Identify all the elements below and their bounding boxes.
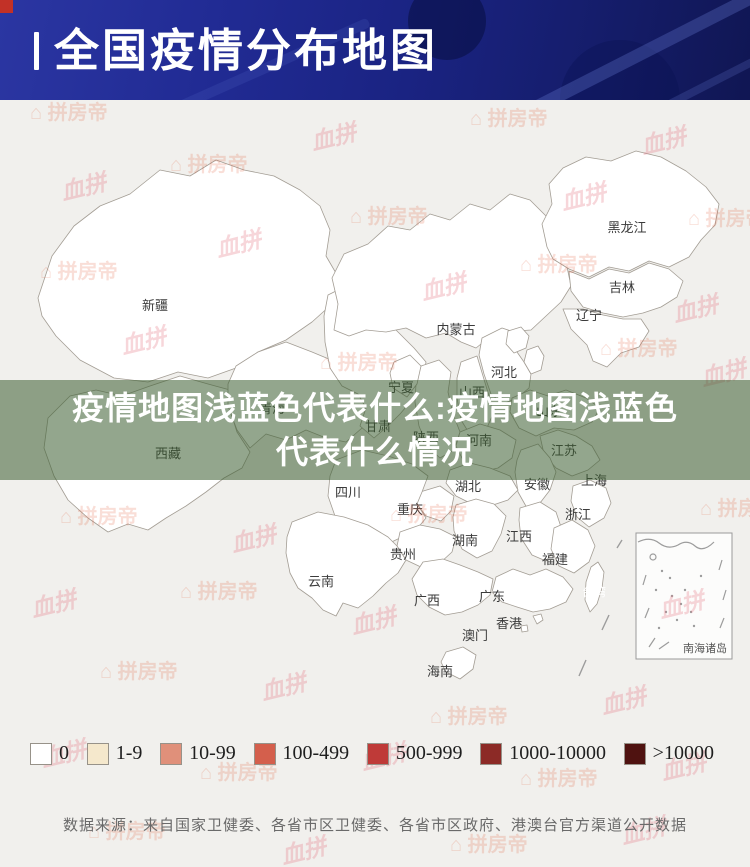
province-jilin bbox=[568, 262, 684, 318]
legend-swatch bbox=[30, 742, 52, 765]
legend-item-4: 500-999 bbox=[366, 742, 463, 765]
map-legend: 0 1-9 10-99 100-499 500-999 1000-10000 >… bbox=[30, 742, 714, 765]
province-tianjin bbox=[523, 345, 545, 375]
province-label-jiangxi: 江西 bbox=[506, 529, 532, 544]
province-macau bbox=[520, 624, 529, 633]
province-heilongjiang bbox=[541, 150, 720, 278]
province-hainan bbox=[440, 646, 477, 680]
province-label-sichuan: 四川 bbox=[335, 485, 361, 500]
inset-dash-line bbox=[642, 559, 727, 650]
province-hongkong bbox=[532, 613, 544, 625]
legend-item-5: 1000-10000 bbox=[480, 742, 606, 765]
overlay-banner: 疫情地图浅蓝色代表什么:疫情地图浅蓝色 代表什么情况 bbox=[0, 380, 750, 480]
province-label-fujian: 福建 bbox=[542, 552, 568, 567]
legend-item-2: 10-99 bbox=[160, 742, 236, 765]
legend-swatch bbox=[253, 742, 276, 765]
province-label-hebei: 河北 bbox=[491, 365, 517, 380]
legend-item-1: 1-9 bbox=[86, 742, 143, 765]
legend-label: 0 bbox=[59, 742, 69, 764]
province-fujian bbox=[550, 519, 596, 574]
province-yunnan bbox=[285, 511, 407, 617]
province-label-hongkong: 香港 bbox=[496, 616, 522, 631]
province-label-jilin: 吉林 bbox=[609, 280, 635, 295]
inset-islands bbox=[654, 569, 703, 630]
legend-label: 1000-10000 bbox=[509, 742, 606, 764]
data-source-line: 数据来源：来自国家卫健委、各省市区卫健委、各省市区政府、港澳台官方渠道公开数据 bbox=[62, 818, 687, 834]
province-zhejiang bbox=[570, 479, 612, 528]
province-label-heilongjiang: 黑龙江 bbox=[607, 220, 646, 235]
legend-label: 500-999 bbox=[395, 742, 463, 764]
legend-label: 10-99 bbox=[189, 742, 236, 764]
corner-red-square bbox=[0, 0, 13, 13]
legend-label: 100-499 bbox=[282, 742, 350, 764]
legend-label: >10000 bbox=[652, 742, 714, 764]
page-title: 全国疫情分布地图 bbox=[54, 25, 439, 76]
province-guangxi bbox=[411, 558, 494, 616]
province-label-taiwan: 台湾 bbox=[582, 584, 606, 599]
province-label-guangxi: 广西 bbox=[414, 593, 440, 608]
legend-swatch bbox=[480, 742, 503, 765]
province-label-chongqing: 重庆 bbox=[397, 502, 423, 517]
legend-swatch bbox=[623, 742, 646, 765]
legend-swatch bbox=[160, 742, 183, 765]
legend-item-3: 100-499 bbox=[253, 742, 350, 765]
inset-label: 南海诸岛 bbox=[683, 641, 727, 655]
province-guangdong bbox=[491, 568, 574, 613]
legend-swatch bbox=[86, 742, 109, 765]
legend-item-0: 0 bbox=[30, 742, 69, 765]
legend-item-6: >10000 bbox=[623, 742, 714, 765]
title-accent-bar bbox=[34, 31, 39, 70]
south-china-sea-inset: 南海诸岛 bbox=[635, 532, 733, 660]
province-beijing bbox=[505, 326, 530, 354]
province-taiwan bbox=[584, 561, 605, 613]
title-row: 全国疫情分布地图 bbox=[34, 28, 438, 73]
province-liaoning bbox=[562, 308, 650, 368]
header-banner: 全国疫情分布地图 bbox=[0, 0, 750, 100]
legend-swatch bbox=[366, 742, 389, 765]
province-shapes bbox=[37, 150, 720, 680]
province-label-neimenggu: 内蒙古 bbox=[436, 322, 475, 337]
header-photo-blob bbox=[408, 0, 486, 60]
province-label-xinjiang: 新疆 bbox=[142, 298, 168, 313]
province-label-guangdong: 广东 bbox=[479, 589, 505, 604]
legend-label: 1-9 bbox=[115, 742, 143, 764]
province-label-anhui: 安徽 bbox=[524, 477, 550, 492]
province-label-zhejiang: 浙江 bbox=[565, 507, 591, 522]
province-label-macau: 澳门 bbox=[462, 628, 488, 643]
province-label-guizhou: 贵州 bbox=[390, 547, 416, 562]
province-label-hubei: 湖北 bbox=[455, 479, 481, 494]
province-label-hunan: 湖南 bbox=[452, 533, 478, 548]
province-label-hainan: 海南 bbox=[427, 664, 453, 679]
province-hunan bbox=[452, 498, 507, 559]
sea-dash-marks bbox=[578, 539, 623, 677]
banner-line-1: 疫情地图浅蓝色代表什么:疫情地图浅蓝色 bbox=[72, 390, 678, 426]
province-neimenggu bbox=[331, 193, 572, 349]
province-label-liaoning: 辽宁 bbox=[576, 308, 602, 323]
province-label-yunnan: 云南 bbox=[308, 574, 334, 589]
banner-line-2: 代表什么情况 bbox=[275, 434, 474, 470]
